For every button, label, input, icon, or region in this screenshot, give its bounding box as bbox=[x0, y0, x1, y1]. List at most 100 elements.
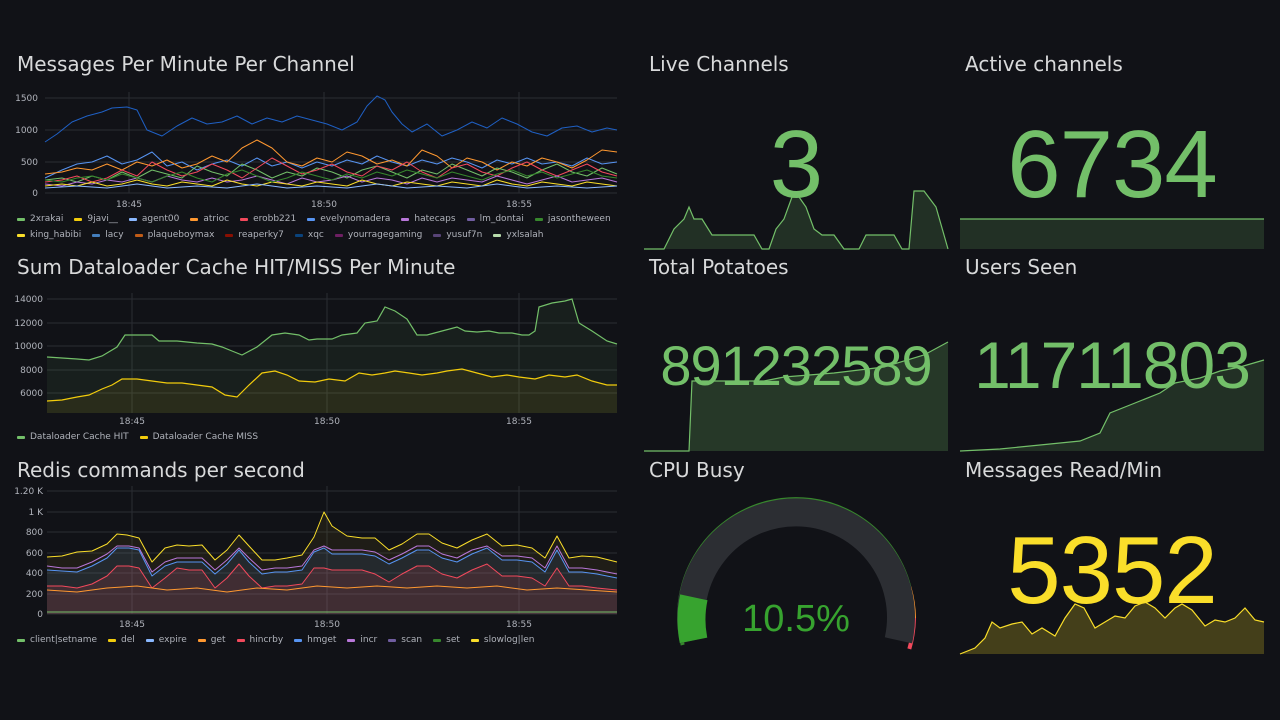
legend-item[interactable]: Dataloader Cache HIT bbox=[17, 429, 129, 445]
legend-swatch bbox=[493, 233, 502, 237]
legend-swatch bbox=[225, 233, 234, 237]
legend-item[interactable]: hincrby bbox=[236, 632, 284, 648]
messages-read-panel[interactable]: Messages Read/Min 5352 bbox=[959, 458, 1265, 656]
active-channels-sparkline bbox=[960, 218, 1264, 249]
y-tick: 12000 bbox=[14, 319, 43, 329]
series-line-hincrby bbox=[47, 563, 618, 591]
cpu-busy-value: 10.5% bbox=[742, 598, 850, 640]
gauge-fill bbox=[677, 594, 708, 644]
y-tick: 10000 bbox=[14, 342, 43, 352]
legend-item[interactable]: xqc bbox=[294, 227, 324, 243]
messages-per-minute-panel[interactable]: Messages Per Minute Per Channel 1500 100… bbox=[15, 52, 629, 247]
legend-item[interactable]: yusuf7n bbox=[433, 227, 482, 243]
series-line-xqc bbox=[44, 95, 618, 143]
panel-title: Users Seen bbox=[965, 255, 1078, 279]
y-tick: 0 bbox=[32, 189, 38, 199]
y-tick: 1.20 K bbox=[14, 487, 44, 497]
active-channels-value: 6734 bbox=[1007, 111, 1218, 218]
x-tick: 18:55 bbox=[506, 620, 532, 630]
legend-swatch bbox=[17, 435, 25, 439]
users-seen-panel[interactable]: Users Seen 11711803 bbox=[959, 255, 1265, 453]
hmget-area bbox=[47, 548, 617, 614]
cpu-busy-panel[interactable]: CPU Busy 10.5% bbox=[644, 458, 948, 656]
legend-item[interactable]: king_habibi bbox=[17, 227, 81, 243]
redis-commands-panel[interactable]: Redis commands per second 1.20 K 1 K 800… bbox=[14, 458, 629, 653]
legend-item[interactable]: set bbox=[433, 632, 460, 648]
series-line-2xrakai bbox=[44, 163, 618, 183]
legend-item[interactable]: del bbox=[108, 632, 135, 648]
series-line-get bbox=[46, 585, 618, 593]
legend-swatch bbox=[294, 638, 303, 642]
y-tick: 800 bbox=[26, 528, 43, 538]
legend-item[interactable]: plaqueboymax bbox=[134, 227, 215, 243]
legend-label: plaqueboymax bbox=[147, 230, 215, 240]
legend-item[interactable]: yxlsalah bbox=[493, 227, 543, 243]
y-tick: 400 bbox=[26, 569, 43, 579]
legend-label: incr bbox=[360, 635, 378, 645]
legend-item[interactable]: 2xrakai bbox=[17, 211, 63, 227]
legend-item[interactable]: reaperky7 bbox=[225, 227, 284, 243]
live-channels-panel[interactable]: Live Channels 3 bbox=[644, 52, 949, 250]
legend-item[interactable]: Dataloader Cache MISS bbox=[139, 429, 259, 445]
redis-chart: 1.20 K 1 K 800 600 400 200 0 18:45 18:50… bbox=[14, 486, 618, 630]
legend-swatch bbox=[307, 217, 316, 221]
panel-title: Active channels bbox=[965, 52, 1123, 76]
cache-hit-miss-panel[interactable]: Sum Dataloader Cache HIT/MISS Per Minute… bbox=[14, 255, 629, 450]
legend-label: atrioc bbox=[203, 214, 230, 224]
legend-item[interactable]: evelynomadera bbox=[307, 211, 390, 227]
live-channels-sparkline bbox=[644, 190, 949, 250]
legend-label: set bbox=[446, 635, 460, 645]
legend-swatch bbox=[92, 233, 101, 237]
legend-item[interactable]: hatecaps bbox=[401, 211, 456, 227]
hincrby-area bbox=[47, 564, 617, 614]
legend-item[interactable]: slowlog|len bbox=[470, 632, 534, 648]
legend-item[interactable]: get bbox=[197, 632, 226, 648]
legend-item[interactable]: expire bbox=[145, 632, 187, 648]
cache-legend: Dataloader Cache HIT Dataloader Cache MI… bbox=[17, 429, 629, 445]
active-channels-panel[interactable]: Active channels 6734 bbox=[960, 52, 1264, 250]
legend-item[interactable]: jasontheween bbox=[534, 211, 611, 227]
legend-swatch bbox=[466, 217, 475, 221]
legend-label: evelynomadera bbox=[320, 214, 391, 224]
legend-item[interactable]: incr bbox=[347, 632, 377, 648]
panel-title: Messages Read/Min bbox=[965, 458, 1162, 482]
legend-swatch bbox=[128, 217, 137, 221]
panel-title: CPU Busy bbox=[649, 458, 745, 482]
legend-label: king_habibi bbox=[30, 230, 82, 240]
legend-item[interactable]: hmget bbox=[294, 632, 336, 648]
legend-label: hincrby bbox=[249, 635, 284, 645]
legend-item[interactable]: agent00 bbox=[128, 211, 179, 227]
legend-item[interactable]: atrioc bbox=[190, 211, 229, 227]
cpu-gauge bbox=[677, 497, 916, 650]
legend-item[interactable]: client|setname bbox=[17, 632, 97, 648]
legend-item[interactable]: yourragegaming bbox=[334, 227, 422, 243]
legend-item[interactable]: lm_dontai bbox=[466, 211, 524, 227]
legend-swatch bbox=[17, 233, 25, 237]
legend-swatch bbox=[145, 638, 154, 642]
y-tick: 6000 bbox=[20, 389, 43, 399]
legend-item[interactable]: erobb221 bbox=[240, 211, 296, 227]
series-line-incr bbox=[46, 545, 618, 575]
series-line-erobb221 bbox=[44, 157, 618, 183]
y-tick: 600 bbox=[26, 549, 43, 559]
legend-label: yxlsalah bbox=[506, 230, 544, 240]
legend-label: Dataloader Cache MISS bbox=[152, 432, 259, 442]
legend-swatch bbox=[74, 217, 83, 221]
messages-legend: 2xrakai 9javi__ agent00 atrioc erobb221 … bbox=[17, 211, 629, 243]
hit-line bbox=[46, 298, 618, 361]
legend-label: del bbox=[121, 635, 135, 645]
x-tick: 18:55 bbox=[506, 200, 532, 210]
total-potatoes-panel[interactable]: Total Potatoes 891232589 bbox=[644, 255, 949, 453]
legend-item[interactable]: scan bbox=[388, 632, 422, 648]
y-tick: 500 bbox=[21, 158, 38, 168]
legend-item[interactable]: lacy bbox=[92, 227, 124, 243]
y-tick: 1000 bbox=[15, 126, 38, 136]
legend-label: scan bbox=[401, 635, 423, 645]
legend-label: xqc bbox=[307, 230, 324, 240]
users-seen-value: 11711803 bbox=[974, 328, 1251, 402]
legend-label: erobb221 bbox=[253, 214, 297, 224]
series-line-lacy bbox=[44, 151, 618, 179]
x-tick: 18:55 bbox=[506, 417, 532, 427]
legend-item[interactable]: 9javi__ bbox=[74, 211, 118, 227]
x-tick: 18:50 bbox=[314, 417, 340, 427]
